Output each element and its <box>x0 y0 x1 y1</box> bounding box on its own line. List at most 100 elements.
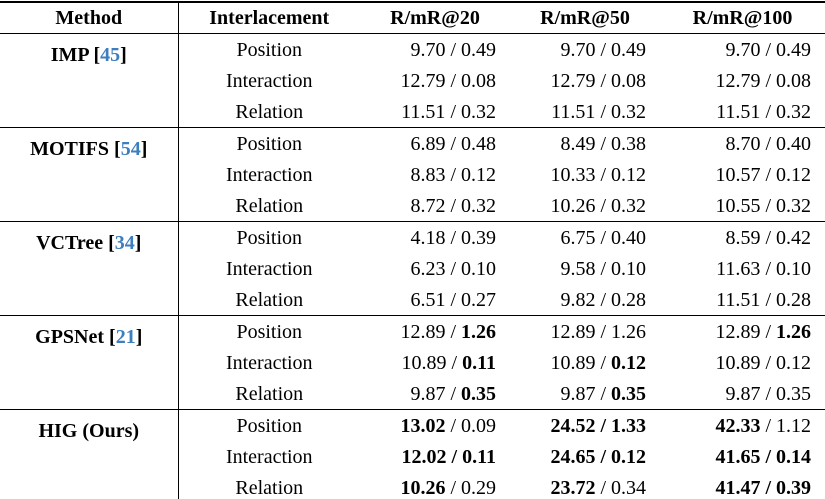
mean-recall-value: 0.28 <box>611 288 646 311</box>
metric-cell: 12.79 / 0.08 <box>660 65 825 96</box>
citation-bracket: ] <box>140 138 148 160</box>
interlacement-label: Interaction <box>225 257 313 280</box>
value-separator: / <box>445 38 461 61</box>
mean-recall-value: 0.39 <box>776 476 811 499</box>
value-separator: / <box>760 226 776 249</box>
interlacement-cell: Relation <box>178 190 360 222</box>
table-row: MOTIFS [54] Position 6.89 / 0.48 8.49 / 0.3… <box>0 127 825 222</box>
value-separator: / <box>595 257 611 280</box>
column-header-method: Method <box>0 2 179 34</box>
interlacement-label: Position <box>236 38 303 61</box>
recall-value: 10.26 <box>550 194 596 217</box>
interlacement-cell: Position <box>178 409 360 441</box>
metric-cell: 24.52 / 1.33 <box>510 409 660 441</box>
interlacement-label: Position <box>236 132 303 155</box>
value-separator: / <box>595 226 611 249</box>
value-separator: / <box>760 445 776 468</box>
interlacement-cell: Interaction <box>178 347 360 378</box>
interlacement-cell: Interaction <box>178 65 360 96</box>
recall-value: 12.89 <box>715 320 761 343</box>
metric-cell: 9.82 / 0.28 <box>510 284 660 316</box>
metric-cell: 6.51 / 0.27 <box>360 284 510 316</box>
recall-value: 12.79 <box>400 69 446 92</box>
interlacement-label: Interaction <box>225 445 313 468</box>
value-separator: / <box>760 100 776 123</box>
recall-value: 24.65 <box>550 445 596 468</box>
mean-recall-value: 0.14 <box>776 445 811 468</box>
recall-value: 12.02 <box>401 445 447 468</box>
recall-value: 10.89 <box>715 351 761 374</box>
citation-link[interactable]: 45 <box>100 44 121 66</box>
value-separator: / <box>760 194 776 217</box>
recall-value: 8.59 <box>725 226 761 249</box>
interlacement-cell: Interaction <box>178 441 360 472</box>
metric-cell: 8.59 / 0.42 <box>660 221 825 253</box>
recall-value: 6.89 <box>410 132 446 155</box>
citation-link[interactable]: 21 <box>115 326 136 348</box>
recall-value: 10.57 <box>715 163 761 186</box>
citation-link[interactable]: 54 <box>120 138 141 160</box>
interlacement-cell: Position <box>178 33 360 65</box>
metric-cell: 12.89 / 1.26 <box>510 315 660 347</box>
table-row: Interaction 6.23 / 0.10 9.58 / 0.10 11.63 /… <box>0 253 825 284</box>
metric-cell: 10.26 / 0.32 <box>510 190 660 222</box>
mean-recall-value: 0.32 <box>461 100 496 123</box>
mean-recall-value: 0.08 <box>461 69 496 92</box>
metric-cell: 11.51 / 0.32 <box>660 96 825 128</box>
metric-cell: 10.33 / 0.12 <box>510 159 660 190</box>
metric-cell: 10.89 / 0.12 <box>510 347 660 378</box>
value-separator: / <box>760 132 776 155</box>
method-cell: MOTIFS [54] <box>0 127 179 222</box>
interlacement-label: Relation <box>235 194 304 217</box>
value-separator: / <box>595 38 611 61</box>
interlacement-label: Relation <box>235 382 304 405</box>
recall-value: 9.70 <box>560 38 596 61</box>
recall-value: 23.72 <box>550 476 596 499</box>
metric-cell: 8.70 / 0.40 <box>660 127 825 159</box>
recall-value: 8.83 <box>410 163 446 186</box>
citation-bracket: ] <box>135 326 143 348</box>
mean-recall-value: 0.32 <box>776 100 811 123</box>
metric-cell: 9.70 / 0.49 <box>660 33 825 65</box>
column-header-interlacement: Interlacement <box>178 2 360 34</box>
metric-cell: 6.75 / 0.40 <box>510 221 660 253</box>
interlacement-cell: Relation <box>178 284 360 316</box>
mean-recall-value: 0.35 <box>611 382 646 405</box>
metric-cell: 10.26 / 0.29 <box>360 472 510 499</box>
mean-recall-value: 0.10 <box>461 257 496 280</box>
value-separator: / <box>760 288 776 311</box>
mean-recall-value: 0.32 <box>611 100 646 123</box>
recall-value: 4.18 <box>410 226 446 249</box>
recall-value: 10.89 <box>401 351 447 374</box>
metric-cell: 12.02 / 0.11 <box>360 441 510 472</box>
metric-cell: 8.83 / 0.12 <box>360 159 510 190</box>
recall-value: 42.33 <box>715 414 761 437</box>
value-separator: / <box>445 226 461 249</box>
recall-value: 11.51 <box>716 100 761 123</box>
value-separator: / <box>595 320 611 343</box>
table-row: HIG (Ours) Position 13.02 / 0.09 24.52 / 1.… <box>0 409 825 499</box>
method-cell: VCTree [34] <box>0 221 179 316</box>
recall-value: 10.33 <box>550 163 596 186</box>
table-header: Method Interlacement R/mR@20 R/mR@50 R/m… <box>0 2 825 34</box>
citation-link[interactable]: 34 <box>114 232 135 254</box>
value-separator: / <box>595 288 611 311</box>
mean-recall-value: 0.08 <box>776 69 811 92</box>
mean-recall-value: 0.49 <box>461 38 496 61</box>
mean-recall-value: 0.12 <box>611 351 646 374</box>
metric-cell: 9.58 / 0.10 <box>510 253 660 284</box>
metric-cell: 11.51 / 0.28 <box>660 284 825 316</box>
mean-recall-value: 0.28 <box>776 288 811 311</box>
recall-value: 10.55 <box>715 194 761 217</box>
column-header-rmr50: R/mR@50 <box>510 2 660 34</box>
recall-value: 9.58 <box>560 257 596 280</box>
recall-value: 9.70 <box>725 38 761 61</box>
interlacement-label: Position <box>236 414 303 437</box>
value-separator: / <box>760 382 776 405</box>
recall-value: 9.70 <box>410 38 446 61</box>
recall-value: 9.87 <box>410 382 446 405</box>
mean-recall-value: 0.34 <box>611 476 646 499</box>
mean-recall-value: 1.26 <box>461 320 496 343</box>
metric-cell: 41.47 / 0.39 <box>660 472 825 499</box>
interlacement-label: Relation <box>235 288 304 311</box>
